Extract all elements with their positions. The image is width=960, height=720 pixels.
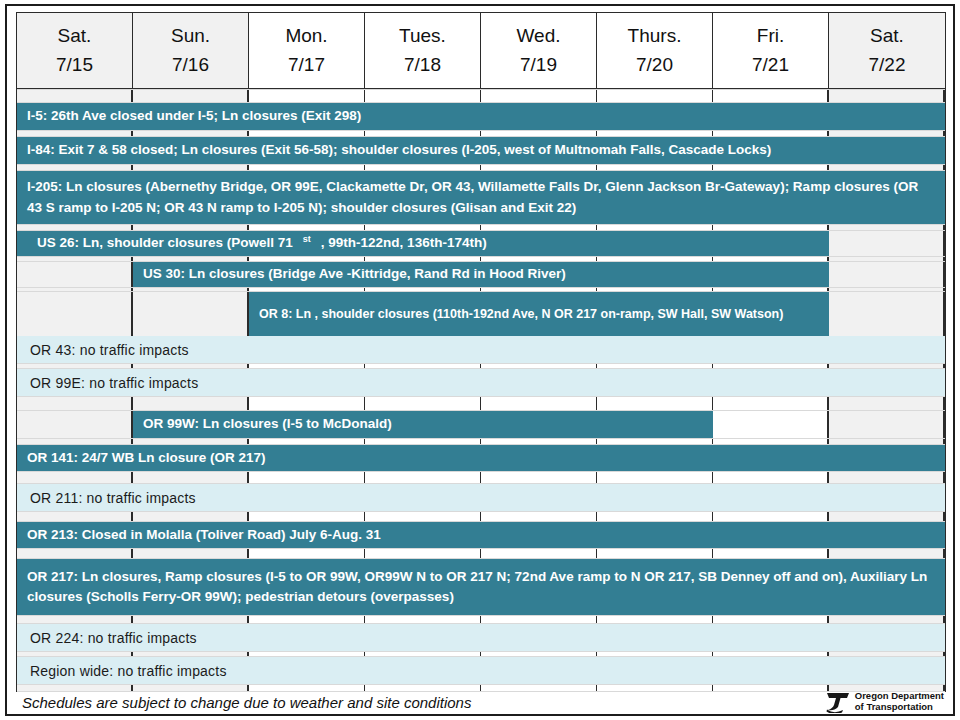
- header-day-date: 7/19: [520, 51, 557, 80]
- row-or224: OR 224: no traffic impacts: [17, 624, 945, 651]
- header-day-fri-721: Fri.7/21: [713, 13, 829, 88]
- closure-bar-or99w: OR 99W: Ln closures (I-5 to McDonald): [133, 411, 713, 438]
- row-or8: OR 8: Ln , shoulder closures (110th-192n…: [17, 292, 945, 336]
- header-day-date: 7/17: [288, 51, 325, 80]
- header-day-sat-715: Sat.7/15: [17, 13, 133, 88]
- header-day-name: Sat.: [58, 22, 92, 51]
- grid-strip: [17, 615, 945, 624]
- closure-bar-label: I-5: 26th Ave closed under I-5; Ln closu…: [17, 106, 371, 126]
- info-row-label: OR 211: no traffic impacts: [17, 490, 196, 506]
- row-or99e: OR 99E: no traffic impacts: [17, 369, 945, 396]
- header-day-date: 7/18: [404, 51, 441, 80]
- row-or211: OR 211: no traffic impacts: [17, 484, 945, 511]
- closure-bar-label: OR 141: 24/7 WB Ln closure (OR 217): [17, 448, 276, 468]
- header-day-sat-722: Sat.7/22: [829, 13, 945, 88]
- header-day-sun-716: Sun.7/16: [133, 13, 249, 88]
- header-day-date: 7/20: [636, 51, 673, 80]
- row-us26: US 26: Ln, shoulder closures (Powell 71s…: [17, 231, 945, 256]
- closure-bar-label: OR 99W: Ln closures (I-5 to McDonald): [133, 414, 402, 434]
- row-or99w: OR 99W: Ln closures (I-5 to McDonald): [17, 411, 945, 438]
- odot-logo: Oregon Department of Transportation: [826, 691, 944, 713]
- header-day-wed-719: Wed.7/19: [481, 13, 597, 88]
- header-day-date: 7/21: [752, 51, 789, 80]
- header-day-tues-718: Tues.7/18: [365, 13, 481, 88]
- odot-logo-icon: [826, 691, 852, 713]
- row-i5: I-5: 26th Ave closed under I-5; Ln closu…: [17, 103, 945, 130]
- info-row-label: Region wide: no traffic impacts: [17, 663, 227, 679]
- schedule-table: Sat.7/15 Sun.7/16 Mon.7/17 Tues.7/18 Wed…: [16, 12, 946, 692]
- closure-bar-or141: OR 141: 24/7 WB Ln closure (OR 217): [17, 445, 945, 471]
- grid-strip: [17, 224, 945, 231]
- row-i84: I-84: Exit 7 & 58 closed; Ln closures (E…: [17, 137, 945, 164]
- header-day-name: Thurs.: [628, 22, 682, 51]
- info-row-label: OR 43: no traffic impacts: [17, 342, 189, 358]
- grid-strip: [17, 548, 945, 559]
- closure-bar-label: OR 213: Closed in Molalla (Toliver Road)…: [17, 525, 391, 545]
- schedule-disclaimer: Schedules are subject to change due to w…: [22, 694, 471, 711]
- header-day-name: Wed.: [516, 22, 560, 51]
- header-day-date: 7/22: [869, 51, 906, 80]
- grid-strip: [17, 511, 945, 522]
- grid-strip: [17, 164, 945, 171]
- grid-strip: [17, 438, 945, 445]
- header-day-thurs-720: Thurs.7/20: [597, 13, 713, 88]
- info-row-label: OR 224: no traffic impacts: [17, 630, 197, 646]
- header-day-date: 7/16: [172, 51, 209, 80]
- closure-bar-i205: I-205: Ln closures (Abernethy Bridge, OR…: [17, 171, 945, 224]
- odot-logo-text: Oregon Department of Transportation: [855, 691, 944, 713]
- closure-bar-i84: I-84: Exit 7 & 58 closed; Ln closures (E…: [17, 137, 945, 164]
- closure-bar-label: US 30: Ln closures (Bridge Ave -Kittridg…: [133, 264, 576, 284]
- row-region-wide: Region wide: no traffic impacts: [17, 657, 945, 684]
- closure-bar-us30: US 30: Ln closures (Bridge Ave -Kittridg…: [133, 262, 829, 287]
- closure-bar-label: I-84: Exit 7 & 58 closed; Ln closures (E…: [17, 140, 781, 160]
- header-day-name: Sun.: [171, 22, 210, 51]
- header-row: Sat.7/15 Sun.7/16 Mon.7/17 Tues.7/18 Wed…: [17, 13, 945, 89]
- closure-bar-or217: OR 217: Ln closures, Ramp closures (I-5 …: [17, 559, 945, 615]
- grid-strip: [17, 130, 945, 137]
- closure-bar-label: OR 217: Ln closures, Ramp closures (I-5 …: [17, 567, 945, 608]
- header-day-name: Tues.: [399, 22, 446, 51]
- grid-strip: [17, 89, 945, 103]
- info-row-label: OR 99E: no traffic impacts: [17, 375, 198, 391]
- grid-strip: [17, 396, 945, 411]
- closure-bar-or8: OR 8: Ln , shoulder closures (110th-192n…: [249, 292, 829, 336]
- row-i205: I-205: Ln closures (Abernethy Bridge, OR…: [17, 171, 945, 224]
- header-day-mon-717: Mon.7/17: [249, 13, 365, 88]
- header-day-date: 7/15: [56, 51, 93, 80]
- header-day-name: Fri.: [757, 22, 784, 51]
- header-day-name: Sat.: [870, 22, 904, 51]
- closure-bar-or213: OR 213: Closed in Molalla (Toliver Road)…: [17, 522, 945, 548]
- closure-bar-us26: US 26: Ln, shoulder closures (Powell 71s…: [17, 231, 829, 256]
- header-day-name: Mon.: [285, 22, 327, 51]
- row-or217: OR 217: Ln closures, Ramp closures (I-5 …: [17, 559, 945, 615]
- row-us30: US 30: Ln closures (Bridge Ave -Kittridg…: [17, 262, 945, 287]
- grid-strip: [17, 471, 945, 484]
- closure-bar-i5: I-5: 26th Ave closed under I-5; Ln closu…: [17, 103, 945, 130]
- closure-bar-label: US 26: Ln, shoulder closures (Powell 71s…: [17, 233, 507, 253]
- row-or43: OR 43: no traffic impacts: [17, 336, 945, 363]
- row-or141: OR 141: 24/7 WB Ln closure (OR 217): [17, 445, 945, 471]
- grid-strip: [17, 684, 945, 692]
- schedule-slide: Sat.7/15 Sun.7/16 Mon.7/17 Tues.7/18 Wed…: [0, 0, 960, 720]
- row-or213: OR 213: Closed in Molalla (Toliver Road)…: [17, 522, 945, 548]
- closure-bar-label: I-205: Ln closures (Abernethy Bridge, OR…: [17, 177, 945, 218]
- closure-bar-label: OR 8: Ln , shoulder closures (110th-192n…: [249, 305, 793, 324]
